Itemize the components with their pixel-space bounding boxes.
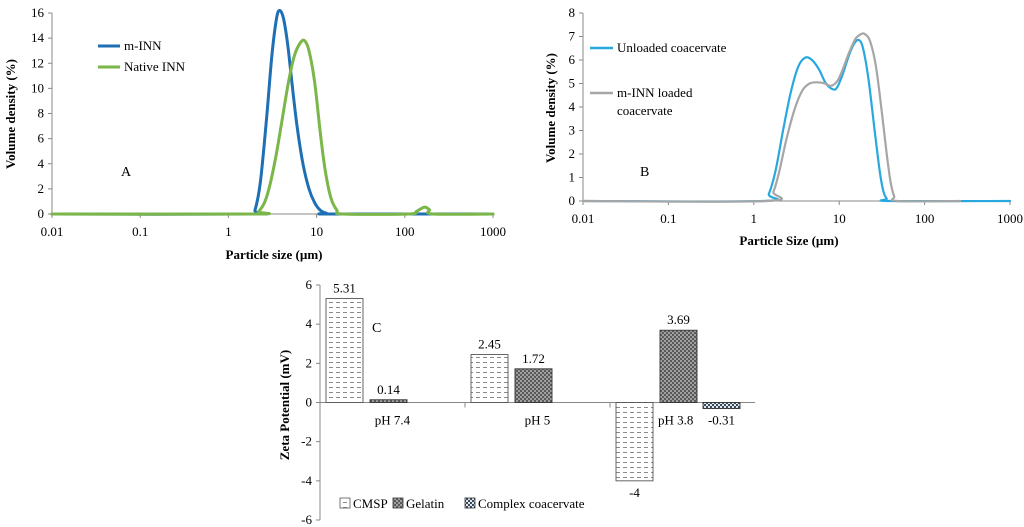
legend-swatch-complex-coacervate bbox=[464, 497, 476, 509]
y-tick-label: -6 bbox=[301, 512, 312, 527]
chart-c-bars: 5.31 0.14 2.45 1.72 -4 3.69 -0.31 bbox=[325, 281, 741, 500]
x-tick-label: 1 bbox=[751, 211, 758, 226]
x-tick-label: 0.1 bbox=[660, 211, 676, 226]
legend-swatch-gelatin bbox=[392, 497, 404, 509]
y-tick-label: 6 bbox=[38, 131, 45, 146]
x-tick-label: 100 bbox=[395, 224, 415, 239]
y-tick-label: 3 bbox=[569, 123, 576, 138]
legend-label-unloaded: Unloaded coacervate bbox=[617, 40, 727, 55]
chart-a-panel-label: A bbox=[121, 165, 132, 180]
legend-label-m-inn-loaded-line1: m-INN loaded bbox=[617, 85, 693, 100]
y-tick-label: 6 bbox=[569, 52, 576, 67]
chart-c: 6 4 2 0 -2 -4 -6 pH 7.4 pH 5 pH 3.8 5.31 0.14 2.45 1… bbox=[277, 277, 755, 527]
x-tick-label: 100 bbox=[915, 211, 935, 226]
chart-b-ylabel: Volume density (%) bbox=[543, 53, 558, 163]
y-tick-label: -2 bbox=[301, 434, 312, 449]
legend-label-complex-coacervate: Complex coacervate bbox=[478, 496, 585, 511]
y-tick-label: 14 bbox=[31, 30, 45, 45]
x-tick-label: 0.01 bbox=[41, 224, 64, 239]
chart-a-ylabel: Volume density (%) bbox=[3, 59, 18, 169]
chart-c-panel-label: C bbox=[372, 321, 381, 336]
data-label: -4 bbox=[629, 485, 640, 500]
y-tick-label: 4 bbox=[38, 156, 45, 171]
x-tick-label: 1000 bbox=[480, 224, 506, 239]
legend-label-native-inn: Native INN bbox=[124, 59, 186, 74]
x-tick-label: 0.1 bbox=[132, 224, 148, 239]
data-label: 2.45 bbox=[478, 337, 501, 352]
y-tick-label: -4 bbox=[301, 473, 312, 488]
y-tick-label: 0 bbox=[38, 206, 45, 221]
y-tick-label: 1 bbox=[569, 170, 576, 185]
y-tick-label: 6 bbox=[306, 277, 313, 292]
chart-a: 0 2 4 6 8 10 12 14 16 0.01 0.1 1 10 100 1000 Particle … bbox=[3, 5, 506, 262]
x-tick-label: 10 bbox=[833, 211, 846, 226]
bar-gelatin-ph-5 bbox=[514, 368, 553, 403]
y-tick-label: 0 bbox=[306, 395, 313, 410]
chart-b-series bbox=[581, 32, 1012, 203]
y-tick-label: 8 bbox=[38, 106, 45, 121]
chart-a-axes: 0 2 4 6 8 10 12 14 16 0.01 0.1 1 10 100 1000 bbox=[31, 5, 506, 239]
chart-c-ylabel: Zeta Potential (mV) bbox=[277, 350, 292, 460]
legend-label-m-inn: m-INN bbox=[124, 38, 162, 53]
legend-label-m-inn-loaded-line2: coacervate bbox=[617, 103, 673, 118]
x-tick-label: 1000 bbox=[997, 211, 1023, 226]
x-tick-label: 1 bbox=[225, 224, 232, 239]
x-tick-label: 10 bbox=[310, 224, 323, 239]
chart-a-series bbox=[50, 8, 495, 216]
y-tick-label: 2 bbox=[38, 181, 45, 196]
y-tick-label: 4 bbox=[306, 316, 313, 331]
series-line-native-inn bbox=[50, 38, 495, 216]
chart-c-legend: CMSP Gelatin Complex coacervate bbox=[339, 496, 585, 511]
legend-label-cmsp: CMSP bbox=[353, 496, 388, 511]
y-tick-label: 5 bbox=[569, 76, 576, 91]
series-line-m-inn bbox=[50, 8, 495, 216]
y-tick-label: 2 bbox=[306, 355, 313, 370]
x-tick-label: 0.01 bbox=[572, 211, 595, 226]
y-tick-label: 7 bbox=[569, 29, 576, 44]
bar-cmsp-ph-7-4 bbox=[325, 298, 364, 403]
data-label: 0.14 bbox=[377, 382, 400, 397]
category-label: pH 5 bbox=[525, 413, 551, 428]
y-tick-label: 0 bbox=[569, 193, 576, 208]
chart-b: 0 1 2 3 4 5 6 7 8 0.01 0.1 1 10 100 1000 Particle Size… bbox=[543, 5, 1023, 248]
data-label: 5.31 bbox=[333, 281, 356, 296]
data-label: -0.31 bbox=[708, 413, 735, 428]
series-line-unloaded-coacervate bbox=[581, 38, 1012, 203]
y-tick-label: 10 bbox=[31, 80, 44, 95]
data-label: 1.72 bbox=[522, 351, 545, 366]
bar-gelatin-ph-7-4 bbox=[369, 399, 408, 403]
chart-a-legend: m-INN Native INN bbox=[98, 38, 186, 74]
chart-b-xlabel: Particle Size (µm) bbox=[739, 233, 838, 248]
category-label: pH 7.4 bbox=[375, 413, 411, 428]
bar-gelatin-ph-3-8 bbox=[659, 329, 698, 403]
category-label: pH 3.8 bbox=[658, 413, 693, 428]
series-line-m-inn-loaded-coacervate bbox=[581, 32, 962, 203]
legend-label-gelatin: Gelatin bbox=[406, 496, 445, 511]
y-tick-label: 2 bbox=[569, 146, 576, 161]
y-tick-label: 4 bbox=[569, 99, 576, 114]
chart-b-legend: Unloaded coacervate m-INN loaded coacerv… bbox=[590, 40, 727, 118]
bar-complex-coacervate-ph-3-8 bbox=[702, 402, 741, 410]
y-tick-label: 16 bbox=[31, 5, 45, 20]
legend-swatch-cmsp bbox=[339, 497, 351, 509]
y-tick-label: 12 bbox=[31, 55, 44, 70]
bar-cmsp-ph-3-8 bbox=[615, 402, 654, 482]
chart-b-panel-label: B bbox=[640, 165, 649, 180]
bar-cmsp-ph-5 bbox=[470, 354, 509, 403]
y-tick-label: 8 bbox=[569, 5, 576, 20]
data-label: 3.69 bbox=[667, 312, 690, 327]
chart-a-xlabel: Particle size (µm) bbox=[226, 247, 323, 262]
